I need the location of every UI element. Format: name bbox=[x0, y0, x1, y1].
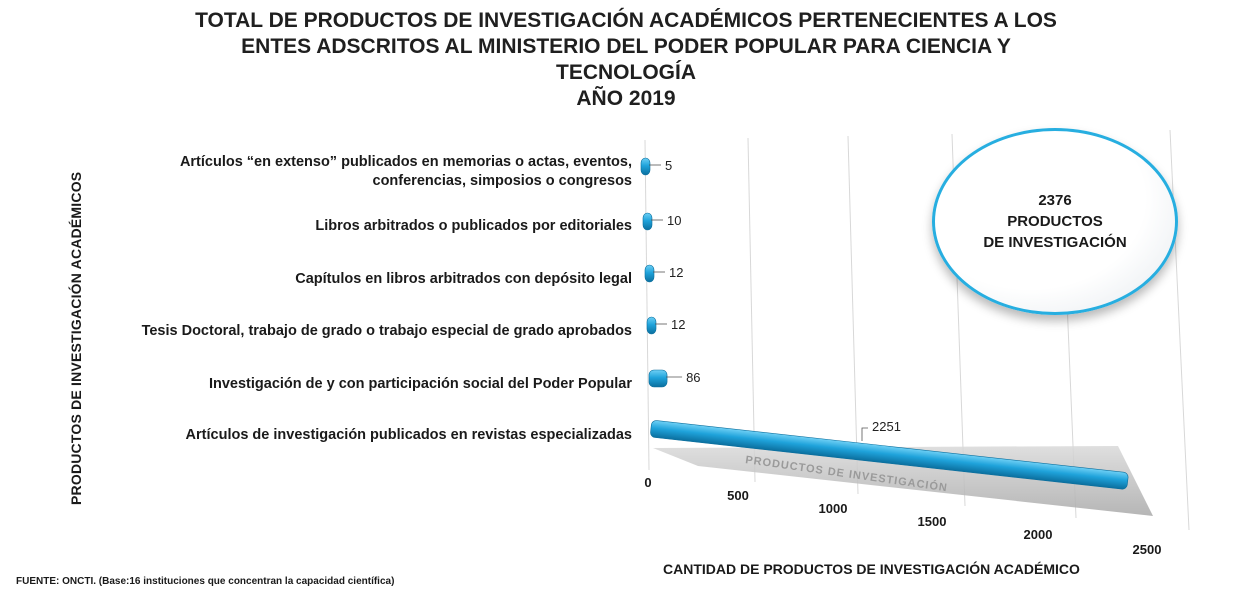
data-label: 86 bbox=[686, 370, 700, 385]
total-caption-line: DE INVESTIGACIÓN bbox=[983, 234, 1127, 251]
x-tick-label: 500 bbox=[727, 488, 749, 503]
gridline bbox=[1169, 129, 1190, 531]
x-tick-label: 1000 bbox=[819, 501, 848, 516]
data-label: 12 bbox=[669, 265, 683, 280]
chart-title-line: AÑO 2019 bbox=[576, 87, 676, 110]
gridline bbox=[644, 139, 650, 471]
gridline bbox=[747, 137, 756, 483]
category-label: Artículos de investigación publicados en… bbox=[185, 427, 632, 443]
category-label: Capítulos en libros arbitrados con depós… bbox=[295, 271, 632, 287]
x-tick-label: 1500 bbox=[918, 514, 947, 529]
bar bbox=[640, 157, 651, 176]
x-axis-ticks: 0 500 1000 1500 2000 2500 bbox=[644, 475, 1161, 557]
chart-title-line: TECNOLOGÍA bbox=[556, 61, 696, 84]
data-labels: 5 10 12 12 86 2251 bbox=[649, 158, 901, 441]
data-label: 2251 bbox=[872, 419, 901, 434]
gridline bbox=[847, 135, 859, 495]
data-label-leader bbox=[861, 427, 868, 441]
data-label: 10 bbox=[667, 213, 681, 228]
total-caption-line: PRODUCTOS bbox=[1007, 213, 1103, 230]
x-tick-label: 2500 bbox=[1133, 542, 1162, 557]
category-label: Tesis Doctoral, trabajo de grado o traba… bbox=[141, 323, 632, 339]
bars bbox=[640, 157, 1129, 490]
data-label: 5 bbox=[665, 158, 672, 173]
x-axis-title: CANTIDAD DE PRODUCTOS DE INVESTIGACIÓN A… bbox=[663, 561, 1080, 577]
chart-title: TOTAL DE PRODUCTOS DE INVESTIGACIÓN ACAD… bbox=[100, 8, 1152, 112]
x-tick-label: 2000 bbox=[1024, 527, 1053, 542]
bar bbox=[650, 420, 1129, 490]
category-label-line: Artículos “en extenso” publicados en mem… bbox=[179, 154, 632, 189]
bar bbox=[644, 264, 655, 283]
category-label: Artículos “en extenso” publicados en mem… bbox=[180, 153, 632, 191]
bar bbox=[646, 316, 657, 335]
category-label: Libros arbitrados o publicados por edito… bbox=[315, 218, 632, 234]
chart-title-line: TOTAL DE PRODUCTOS DE INVESTIGACIÓN ACAD… bbox=[195, 9, 1057, 32]
source-note: FUENTE: ONCTI. (Base:16 instituciones qu… bbox=[16, 576, 395, 587]
total-number: 2376 bbox=[1038, 192, 1072, 209]
total-products-bubble: 2376 PRODUCTOS DE INVESTIGACIÓN bbox=[932, 128, 1178, 315]
category-label: Investigación de y con participación soc… bbox=[208, 376, 632, 392]
bar bbox=[648, 369, 668, 388]
x-tick-label: 0 bbox=[644, 475, 651, 490]
bar bbox=[642, 212, 653, 231]
data-label: 12 bbox=[671, 317, 685, 332]
chart-title-line: ENTES ADSCRITOS AL MINISTERIO DEL PODER … bbox=[241, 35, 1011, 58]
